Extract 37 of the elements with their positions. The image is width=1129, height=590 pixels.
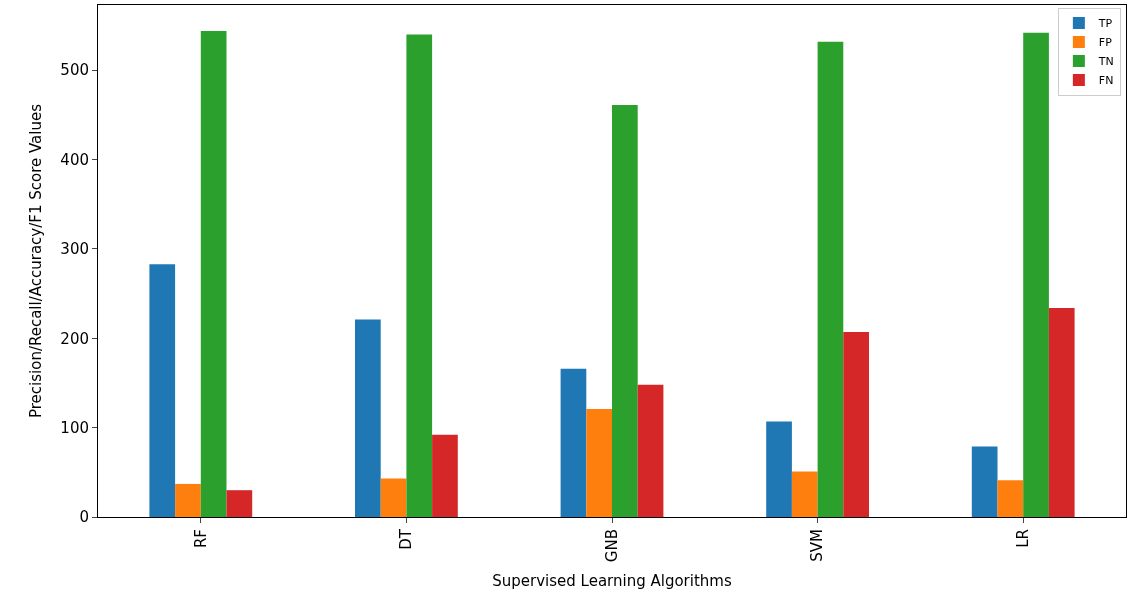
- bar: [997, 480, 1024, 517]
- x-axis-title: Supervised Learning Algorithms: [492, 572, 732, 590]
- bar: [432, 434, 458, 517]
- bar: [612, 105, 638, 517]
- legend-label: FN: [1098, 74, 1114, 88]
- y-tick-label: 100: [60, 418, 89, 437]
- bar: [843, 332, 869, 517]
- x-tick-label: GNB: [602, 529, 621, 563]
- bar: [586, 408, 612, 517]
- bar: [380, 478, 407, 517]
- y-tick-label: 0: [79, 508, 89, 527]
- bar: [1048, 307, 1075, 517]
- bar: [355, 319, 381, 517]
- y-tick-label: 300: [60, 240, 89, 259]
- bar: [971, 446, 998, 517]
- legend-label: TN: [1097, 55, 1114, 69]
- bar: [175, 483, 201, 517]
- bar: [637, 384, 664, 517]
- legend-label: TP: [1097, 17, 1113, 31]
- y-axis-title: Precision/Recall/Accuracy/F1 Score Values: [26, 103, 45, 419]
- bar: [791, 471, 818, 517]
- x-tick-label: DT: [397, 528, 416, 550]
- bar: [560, 368, 587, 517]
- bar: [766, 421, 792, 517]
- bar: [1023, 32, 1049, 517]
- bar: [226, 490, 253, 517]
- x-tick-label: RF: [191, 529, 210, 549]
- y-tick-label: 200: [60, 329, 89, 348]
- legend-label: FP: [1098, 36, 1113, 50]
- bar: [149, 264, 176, 517]
- y-tick-label: 400: [60, 150, 89, 169]
- y-tick-label: 500: [60, 61, 89, 80]
- x-tick-label: SVM: [808, 529, 827, 562]
- bar: [817, 41, 844, 517]
- x-tick-label: LR: [1014, 529, 1033, 548]
- bar: [200, 30, 227, 517]
- bar: [406, 34, 433, 517]
